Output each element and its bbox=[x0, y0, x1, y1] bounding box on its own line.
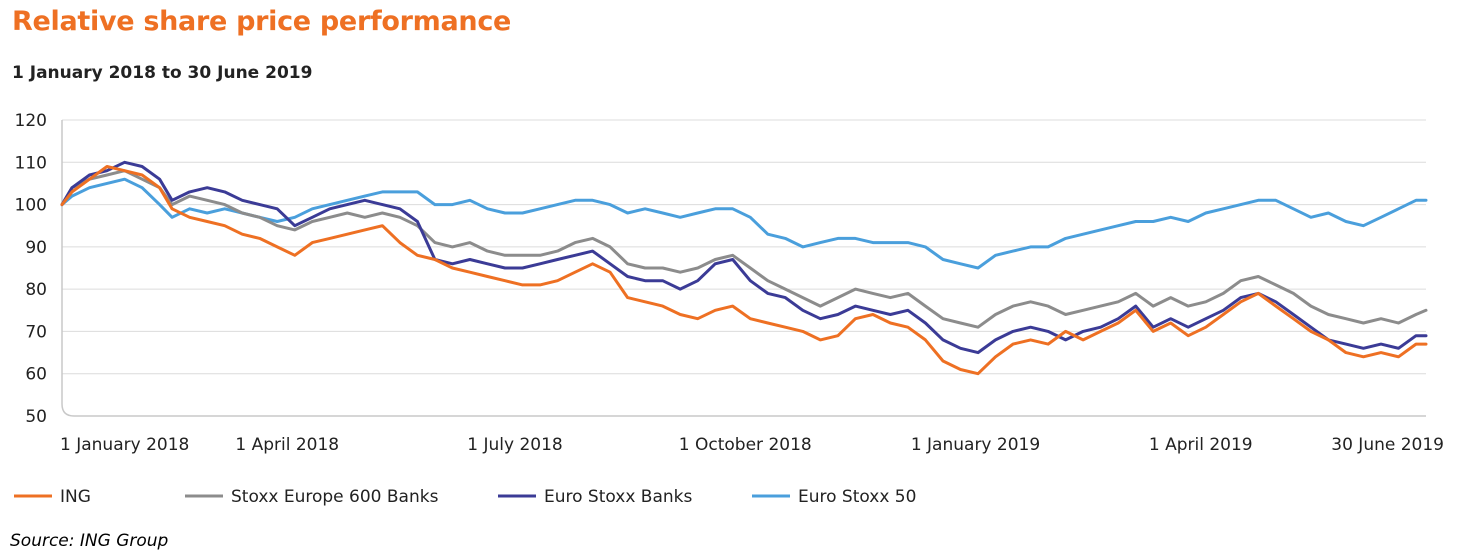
series-lines bbox=[60, 160, 1428, 376]
series-line-stoxx-europe-600-banks bbox=[60, 169, 1428, 329]
series-line-euro-stoxx-50 bbox=[60, 177, 1428, 270]
page-title: Relative share price performance bbox=[12, 6, 512, 37]
grid-lines bbox=[62, 119, 1426, 375]
legend-label: Euro Stoxx 50 bbox=[798, 487, 916, 507]
x-tick-label: 1 April 2018 bbox=[235, 435, 339, 455]
y-tick-label: 70 bbox=[25, 322, 47, 342]
legend-label: Stoxx Europe 600 Banks bbox=[231, 487, 439, 507]
x-tick-label: 1 July 2018 bbox=[467, 435, 562, 455]
series-line-ing bbox=[60, 165, 1428, 376]
y-tick-label: 60 bbox=[25, 365, 47, 385]
y-tick-label: 100 bbox=[15, 196, 47, 216]
x-tick-label: 1 April 2019 bbox=[1149, 435, 1253, 455]
x-tick-label: 1 January 2018 bbox=[60, 435, 189, 455]
x-tick-label: 1 October 2018 bbox=[679, 435, 812, 455]
y-tick-label: 80 bbox=[25, 280, 47, 300]
legend-label: ING bbox=[60, 487, 91, 507]
source-note: Source: ING Group bbox=[10, 531, 169, 551]
chart-frame bbox=[61, 120, 1426, 417]
y-axis-ticks: 50 60 70 80 90 100 110 120 bbox=[15, 111, 47, 427]
legend-label: Euro Stoxx Banks bbox=[544, 487, 692, 507]
x-tick-label: 1 January 2019 bbox=[911, 435, 1040, 455]
x-axis-ticks: 1 January 2018 1 April 2018 1 July 2018 1 O… bbox=[60, 435, 1444, 455]
series-line-euro-stoxx-banks bbox=[60, 160, 1428, 355]
page-subtitle: 1 January 2018 to 30 June 2019 bbox=[12, 63, 313, 83]
y-tick-label: 120 bbox=[15, 111, 47, 131]
y-tick-label: 50 bbox=[25, 407, 47, 427]
y-tick-label: 110 bbox=[15, 153, 47, 173]
y-tick-label: 90 bbox=[25, 238, 47, 258]
legend: ING Stoxx Europe 600 Banks Euro Stoxx Bank… bbox=[14, 487, 916, 507]
x-tick-label: 30 June 2019 bbox=[1331, 435, 1444, 455]
